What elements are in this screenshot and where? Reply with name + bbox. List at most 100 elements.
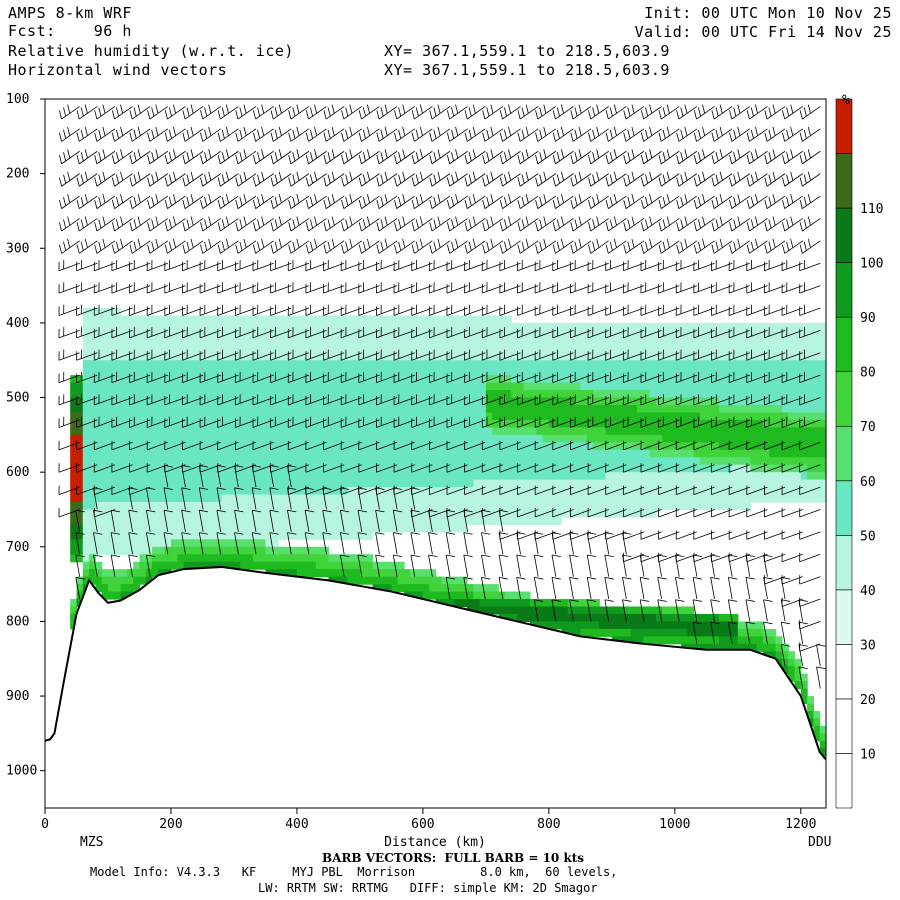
rh-cell: [737, 397, 745, 406]
rh-cell: [580, 613, 588, 623]
rh-cell: [649, 412, 657, 421]
rh-cell: [586, 397, 594, 406]
rh-cell: [681, 479, 689, 488]
rh-cell: [769, 390, 777, 399]
rh-cell: [164, 531, 172, 540]
rh-cell: [819, 419, 826, 428]
rh-cell: [618, 322, 626, 331]
rh-cell: [189, 449, 197, 458]
wind-barb: [270, 216, 292, 232]
rh-cell: [177, 494, 185, 503]
rh-cell: [246, 442, 254, 451]
rh-cell: [208, 546, 216, 555]
rh-cell: [322, 449, 330, 458]
rh-cell: [372, 360, 380, 369]
wind-barb: [640, 327, 662, 339]
wind-barb: [270, 282, 292, 294]
wind-barb: [569, 394, 592, 406]
rh-cell: [227, 487, 235, 496]
rh-cell: [498, 360, 506, 369]
rh-cell: [536, 599, 544, 608]
wind-barb: [217, 440, 239, 451]
rh-cell: [693, 643, 701, 652]
rh-cell: [504, 464, 512, 473]
rh-cell: [529, 404, 537, 414]
rh-cell: [492, 487, 500, 496]
rh-cell: [630, 621, 638, 630]
rh-cell: [290, 502, 298, 511]
wind-barb: [269, 487, 279, 510]
rh-cell: [618, 360, 626, 369]
rh-cell: [170, 449, 178, 458]
wind-barb: [340, 416, 362, 428]
rh-cell: [372, 375, 380, 384]
rh-cell: [548, 330, 556, 339]
rh-cell: [107, 539, 115, 548]
rh-cell: [328, 390, 336, 399]
rh-cell: [145, 315, 153, 324]
wind-barb: [340, 282, 362, 294]
rh-cell: [536, 613, 544, 623]
rh-cell: [70, 404, 78, 414]
rh-cell: [567, 345, 575, 354]
rh-cell: [485, 509, 493, 518]
rh-cell: [278, 509, 285, 518]
rh-cell: [120, 472, 128, 481]
rh-cell: [681, 390, 689, 399]
rh-cell: [750, 643, 758, 652]
rh-cell: [422, 442, 430, 451]
wind-barb: [464, 416, 486, 428]
rh-cell: [523, 367, 531, 376]
wind-barb: [429, 104, 451, 120]
rh-cell: [347, 576, 355, 585]
rh-cell: [674, 337, 682, 346]
rh-cell: [284, 352, 292, 361]
wind-barb: [729, 194, 751, 209]
wind-barb: [446, 463, 468, 473]
rh-cell: [404, 479, 411, 488]
wind-barb: [111, 349, 133, 361]
rh-cell: [618, 404, 626, 414]
rh-cell: [95, 546, 103, 555]
rh-cell: [807, 494, 815, 503]
rh-cell: [662, 606, 670, 615]
rh-cell: [221, 315, 229, 324]
rh-cell: [687, 419, 695, 428]
rh-cell: [517, 599, 525, 608]
rh-cell: [775, 643, 783, 652]
wind-barb: [446, 440, 468, 451]
rh-cell: [674, 375, 682, 384]
rh-cell: [422, 576, 430, 585]
rh-cell: [574, 412, 581, 421]
rh-cell: [649, 628, 657, 637]
wind-barb: [128, 509, 138, 532]
rh-cell: [599, 390, 607, 399]
wind-barb: [499, 507, 521, 518]
rh-cell: [296, 404, 304, 414]
rh-cell: [378, 390, 386, 399]
rh-cell: [592, 419, 600, 428]
rh-cell: [202, 539, 210, 548]
rh-cell: [284, 375, 292, 384]
rh-cell: [322, 419, 330, 428]
rh-cell: [397, 449, 405, 458]
rh-cell: [252, 322, 260, 331]
rh-cell: [170, 516, 178, 525]
wind-barb: [782, 194, 803, 209]
rh-cell: [89, 531, 96, 540]
rh-cell: [448, 584, 455, 593]
rh-cell: [145, 516, 153, 525]
rh-cell: [265, 494, 273, 503]
rh-cell: [366, 322, 374, 331]
rh-cell: [448, 457, 455, 466]
wind-barb: [129, 104, 151, 120]
rh-cell: [410, 479, 418, 488]
rh-cell: [107, 591, 115, 600]
rh-cell: [152, 561, 159, 570]
rh-cell: [76, 502, 84, 511]
rh-cell: [158, 472, 166, 481]
rh-cell: [599, 509, 607, 518]
rh-cell: [189, 524, 197, 533]
rh-cell: [107, 584, 115, 593]
rh-cell: [391, 434, 399, 443]
